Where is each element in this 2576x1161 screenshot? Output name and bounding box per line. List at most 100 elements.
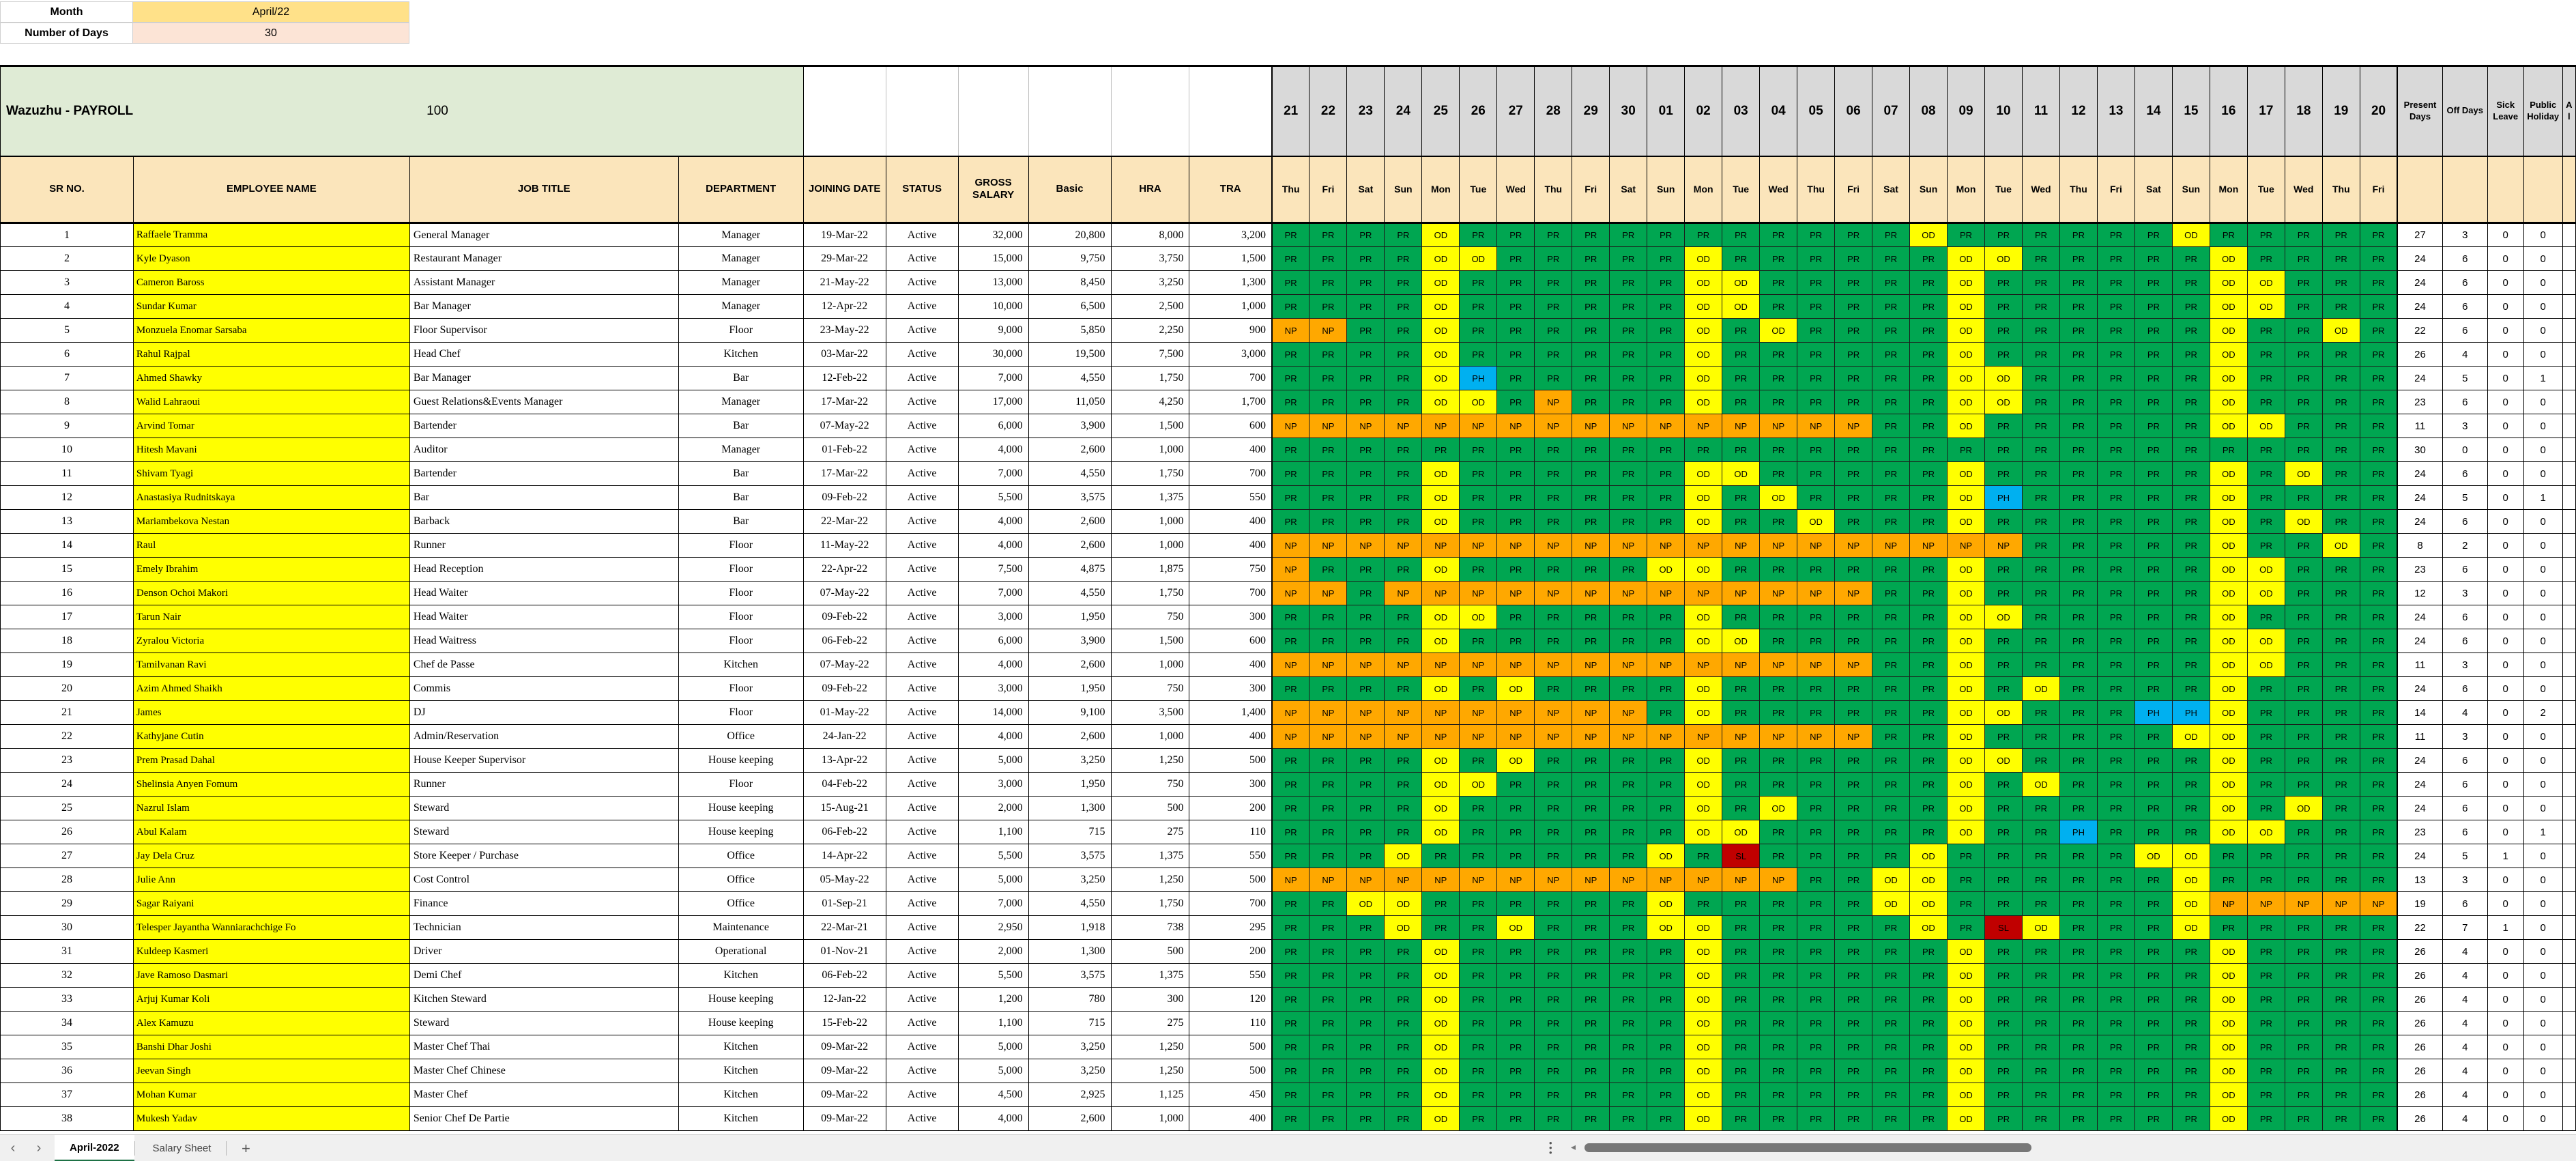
attendance-cell[interactable]: PR	[1459, 963, 1498, 988]
department-cell[interactable]: Floor	[678, 605, 804, 629]
attendance-cell[interactable]: PR	[1309, 1035, 1348, 1059]
public-holiday-cell[interactable]: 0	[2523, 1035, 2563, 1059]
attendance-cell[interactable]: OD	[1421, 342, 1460, 367]
attendance-cell[interactable]: PR	[1722, 342, 1761, 367]
attendance-cell[interactable]: PR	[2134, 796, 2173, 820]
attendance-cell[interactable]: PR	[2021, 891, 2060, 916]
status-cell[interactable]: Active	[885, 700, 959, 725]
sick-leave-cell[interactable]: 0	[2487, 939, 2524, 964]
attendance-cell[interactable]: PR	[1797, 1106, 1836, 1131]
attendance-cell[interactable]: PR	[1984, 461, 2023, 486]
attendance-cell[interactable]: PR	[1984, 509, 2023, 534]
attendance-cell[interactable]: PR	[1534, 461, 1573, 486]
attendance-cell[interactable]: PR	[2171, 366, 2210, 390]
attendance-cell[interactable]: PR	[1834, 987, 1873, 1012]
basic-cell[interactable]: 780	[1028, 987, 1112, 1012]
attendance-cell[interactable]: OD	[1684, 748, 1723, 773]
attendance-cell[interactable]: PR	[2096, 509, 2135, 534]
hra-cell[interactable]: 1,750	[1110, 461, 1190, 486]
attendance-cell[interactable]: PR	[1496, 246, 1535, 271]
attendance-cell[interactable]: NP	[1722, 724, 1761, 749]
attendance-cell[interactable]: OD	[1684, 1083, 1723, 1107]
attendance-cell[interactable]: NP	[1271, 557, 1310, 582]
present-days-cell[interactable]: 24	[2397, 676, 2443, 701]
attendance-cell[interactable]: OD	[1984, 366, 2023, 390]
hra-cell[interactable]: 1,750	[1110, 891, 1190, 916]
attendance-cell[interactable]: PR	[1496, 294, 1535, 319]
attendance-cell[interactable]: NP	[1759, 414, 1798, 438]
attendance-cell[interactable]: PR	[2059, 629, 2098, 653]
attendance-cell[interactable]: PR	[1609, 676, 1648, 701]
attendance-cell[interactable]: PR	[1346, 1059, 1385, 1083]
attendance-cell[interactable]: PR	[2359, 270, 2398, 295]
hra-cell[interactable]: 1,250	[1110, 748, 1190, 773]
joining-date-cell[interactable]: 06-Feb-22	[802, 629, 886, 653]
joining-date-cell[interactable]: 24-Jan-22	[802, 724, 886, 749]
attendance-cell[interactable]: PR	[1834, 246, 1873, 271]
attendance-cell[interactable]: PR	[1722, 485, 1761, 510]
attendance-cell[interactable]: PR	[2134, 1083, 2173, 1107]
attendance-cell[interactable]: NP	[2359, 891, 2398, 916]
status-cell[interactable]: Active	[885, 629, 959, 653]
hra-cell[interactable]: 750	[1110, 676, 1190, 701]
off-days-cell[interactable]: 3	[2442, 868, 2488, 892]
employee-name-cell[interactable]: Shivam Tyagi	[132, 461, 410, 486]
attendance-cell[interactable]: PR	[2134, 653, 2173, 677]
basic-cell[interactable]: 1,300	[1028, 796, 1112, 820]
tra-cell[interactable]: 400	[1189, 653, 1273, 677]
attendance-cell[interactable]: PR	[1834, 868, 1873, 892]
attendance-cell[interactable]: PR	[2246, 509, 2285, 534]
attendance-cell[interactable]: PR	[2321, 796, 2360, 820]
department-cell[interactable]: Kitchen	[678, 653, 804, 677]
attendance-cell[interactable]: PR	[1984, 676, 2023, 701]
attendance-cell[interactable]: PR	[1609, 485, 1648, 510]
gross-salary-cell[interactable]: 4,000	[957, 533, 1029, 558]
tab-salary-sheet[interactable]: Salary Sheet	[138, 1135, 227, 1161]
attendance-cell[interactable]: PR	[2321, 509, 2360, 534]
attendance-cell[interactable]: PR	[1309, 915, 1348, 940]
attendance-cell[interactable]: PR	[1271, 676, 1310, 701]
off-days-cell[interactable]: 3	[2442, 223, 2488, 247]
attendance-cell[interactable]: PR	[1271, 461, 1310, 486]
attendance-cell[interactable]: PR	[1797, 629, 1836, 653]
attendance-cell[interactable]: PR	[1309, 390, 1348, 414]
attendance-cell[interactable]: PR	[1271, 748, 1310, 773]
attendance-cell[interactable]: NP	[1609, 533, 1648, 558]
attendance-cell[interactable]: PR	[1909, 270, 1948, 295]
attendance-cell[interactable]: PR	[2284, 390, 2323, 414]
joining-date-cell[interactable]: 23-May-22	[802, 318, 886, 343]
attendance-cell[interactable]: OD	[2209, 390, 2248, 414]
attendance-cell[interactable]: PR	[1421, 915, 1460, 940]
attendance-cell[interactable]: PR	[1872, 223, 1911, 247]
attendance-cell[interactable]: PR	[1384, 796, 1423, 820]
off-days-cell[interactable]: 6	[2442, 748, 2488, 773]
attendance-cell[interactable]: PR	[2059, 1059, 2098, 1083]
attendance-cell[interactable]: PR	[1496, 820, 1535, 844]
attendance-cell[interactable]: OD	[2209, 724, 2248, 749]
job-title-cell[interactable]: Guest Relations&Events Manager	[409, 390, 679, 414]
gross-salary-cell[interactable]: 4,000	[957, 724, 1029, 749]
attendance-cell[interactable]: PR	[2246, 963, 2285, 988]
attendance-cell[interactable]: PR	[2021, 557, 2060, 582]
attendance-cell[interactable]: PR	[1271, 772, 1310, 797]
attendance-cell[interactable]: PR	[1722, 557, 1761, 582]
job-title-cell[interactable]: Finance	[409, 891, 679, 916]
attendance-cell[interactable]: PR	[1496, 844, 1535, 868]
department-cell[interactable]: Bar	[678, 485, 804, 510]
attendance-cell[interactable]: PR	[1309, 557, 1348, 582]
attendance-cell[interactable]: PR	[2134, 1059, 2173, 1083]
attendance-cell[interactable]: PR	[1872, 1011, 1911, 1035]
partial-cell[interactable]	[2562, 724, 2576, 749]
public-holiday-cell[interactable]: 0	[2523, 629, 2563, 653]
attendance-cell[interactable]: PR	[1647, 438, 1685, 462]
attendance-cell[interactable]: PR	[1722, 1035, 1761, 1059]
attendance-cell[interactable]: OD	[2209, 342, 2248, 367]
sick-leave-cell[interactable]: 0	[2487, 772, 2524, 797]
attendance-cell[interactable]: PR	[2359, 366, 2398, 390]
attendance-cell[interactable]: PR	[1909, 1011, 1948, 1035]
attendance-cell[interactable]: PR	[1309, 1059, 1348, 1083]
attendance-cell[interactable]: PR	[1534, 844, 1573, 868]
sick-leave-cell[interactable]: 0	[2487, 891, 2524, 916]
attendance-cell[interactable]: PR	[1647, 366, 1685, 390]
attendance-cell[interactable]: OD	[1909, 915, 1948, 940]
